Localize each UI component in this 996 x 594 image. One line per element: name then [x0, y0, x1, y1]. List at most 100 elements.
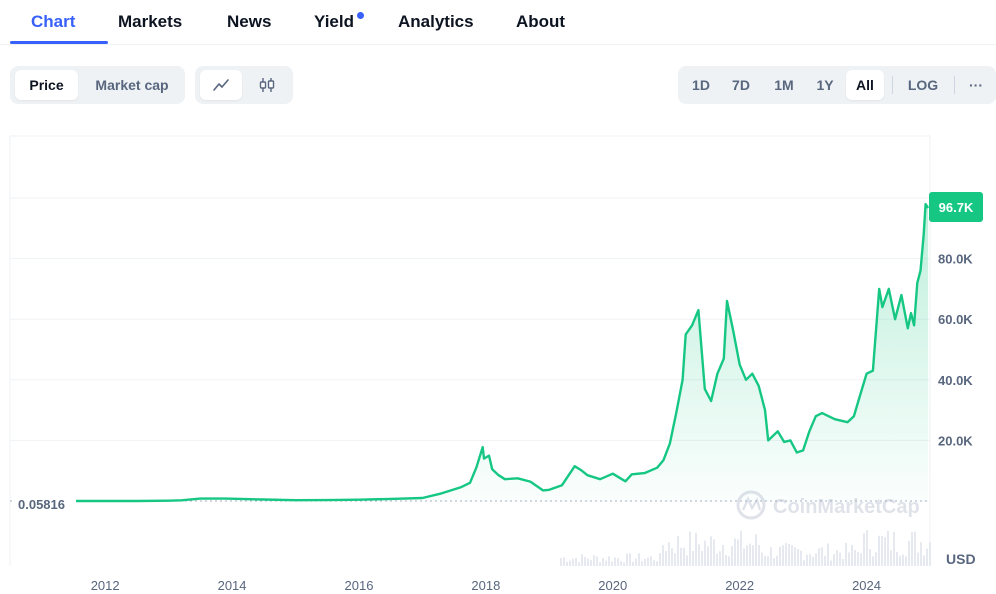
volume-bar: [602, 558, 604, 566]
market-cap-button[interactable]: Market cap: [95, 77, 169, 93]
volume-bar: [857, 552, 859, 566]
volume-bar: [800, 550, 802, 566]
volume-bar: [620, 561, 622, 566]
volume-bar: [836, 550, 838, 566]
volume-bar: [692, 550, 694, 566]
x-tick-label: 2014: [218, 578, 247, 593]
volume-bar: [644, 558, 646, 566]
volume-bar: [674, 553, 676, 566]
range-1y-button[interactable]: 1Y: [816, 77, 834, 93]
volume-bar: [608, 556, 610, 566]
current-price-badge-bg: [929, 192, 983, 222]
current-price-label: 96.7K: [939, 200, 974, 215]
volume-bar: [767, 556, 769, 566]
line-chart-icon: [213, 79, 229, 91]
volume-bar: [815, 553, 817, 566]
volume-bar: [824, 555, 826, 566]
volume-bar: [764, 555, 766, 566]
volume-bar: [704, 540, 706, 566]
volume-bar: [923, 555, 925, 566]
volume-bar: [665, 551, 667, 566]
line-chart-button[interactable]: [200, 70, 242, 100]
volume-bar: [722, 544, 724, 566]
divider: [892, 76, 893, 94]
volume-bar: [728, 556, 730, 566]
volume-bar: [803, 560, 805, 566]
price-line: [13, 202, 930, 503]
start-price-label: 0.05816: [18, 497, 65, 512]
volume-bar: [635, 558, 637, 566]
volume-bar: [584, 557, 586, 566]
x-tick-label: 2022: [725, 578, 754, 593]
volume-bar: [785, 543, 787, 566]
active-tab-underline: [10, 41, 108, 44]
volume-bar: [917, 552, 919, 566]
x-tick-label: 2018: [471, 578, 500, 593]
price-chart[interactable]: 20.0K 40.0K 60.0K 80.0K 2012 2014 2016 2018 202…: [0, 130, 996, 594]
volume-bar: [653, 560, 655, 566]
volume-bar: [725, 555, 727, 566]
volume-bar: [869, 549, 871, 566]
volume-bar: [812, 556, 814, 566]
volume-bar: [740, 530, 742, 566]
tab-yield[interactable]: Yield: [314, 12, 354, 31]
range-1m-button[interactable]: 1M: [774, 77, 794, 93]
price-button[interactable]: Price: [15, 70, 78, 100]
tab-chart[interactable]: Chart: [31, 12, 76, 31]
volume-bar: [905, 556, 907, 566]
volume-bar: [929, 542, 931, 566]
volume-bar: [794, 547, 796, 566]
volume-bar: [668, 542, 670, 566]
volume-bar: [716, 553, 718, 566]
volume-bar: [788, 543, 790, 566]
volume-bar: [710, 536, 712, 566]
volume-bar: [569, 560, 571, 566]
candlestick-icon: [259, 78, 275, 92]
chart-style-toggle: [195, 66, 293, 104]
coinmarketcap-logo-icon: [736, 490, 766, 520]
volume-bar: [752, 545, 754, 566]
volume-bar: [683, 547, 685, 566]
volume-bar: [605, 560, 607, 566]
tab-news[interactable]: News: [227, 12, 272, 31]
metric-toggle: Price Market cap: [10, 66, 185, 104]
volume-bar: [770, 547, 772, 566]
volume-bar: [701, 550, 703, 566]
volume-bar: [686, 555, 688, 566]
volume-bar: [893, 532, 895, 566]
volume-bar: [617, 558, 619, 566]
volume-bar: [671, 548, 673, 566]
volume-bar: [896, 551, 898, 566]
volume-bar: [707, 546, 709, 566]
volume-bar: [599, 562, 601, 566]
volume-bar: [758, 544, 760, 566]
x-tick-label: 2020: [598, 578, 627, 593]
tab-about[interactable]: About: [516, 12, 566, 31]
range-7d-button[interactable]: 7D: [732, 77, 750, 93]
volume-bar: [743, 548, 745, 566]
volume-bar: [677, 535, 679, 566]
candlestick-button[interactable]: [246, 70, 288, 100]
y-tick-label: 40.0K: [938, 373, 973, 388]
volume-bar: [731, 546, 733, 566]
log-scale-button[interactable]: LOG: [907, 77, 939, 93]
tab-markets[interactable]: Markets: [118, 12, 183, 31]
volume-bar: [563, 557, 565, 566]
volume-bar: [560, 558, 562, 566]
range-1d-button[interactable]: 1D: [692, 77, 710, 93]
tab-analytics[interactable]: Analytics: [398, 12, 474, 31]
time-range-group: 1D 7D 1M 1Y All LOG ···: [678, 66, 996, 104]
volume-bar: [641, 561, 643, 566]
volume-bar: [755, 534, 757, 566]
volume-bar: [914, 531, 916, 566]
volume-bar: [623, 562, 625, 566]
volume-bar: [575, 557, 577, 566]
current-price-badge: 96.7K: [929, 192, 983, 222]
more-options-button[interactable]: ···: [969, 77, 983, 93]
volume-bar: [698, 544, 700, 566]
volume-bar: [680, 547, 682, 566]
coinmarketcap-logo-mark-icon: [741, 496, 762, 511]
price-chart-svg[interactable]: 20.0K 40.0K 60.0K 80.0K 2012 2014 2016 2018 202…: [0, 130, 996, 594]
range-all-button[interactable]: All: [846, 70, 884, 100]
volume-bar: [830, 560, 832, 566]
